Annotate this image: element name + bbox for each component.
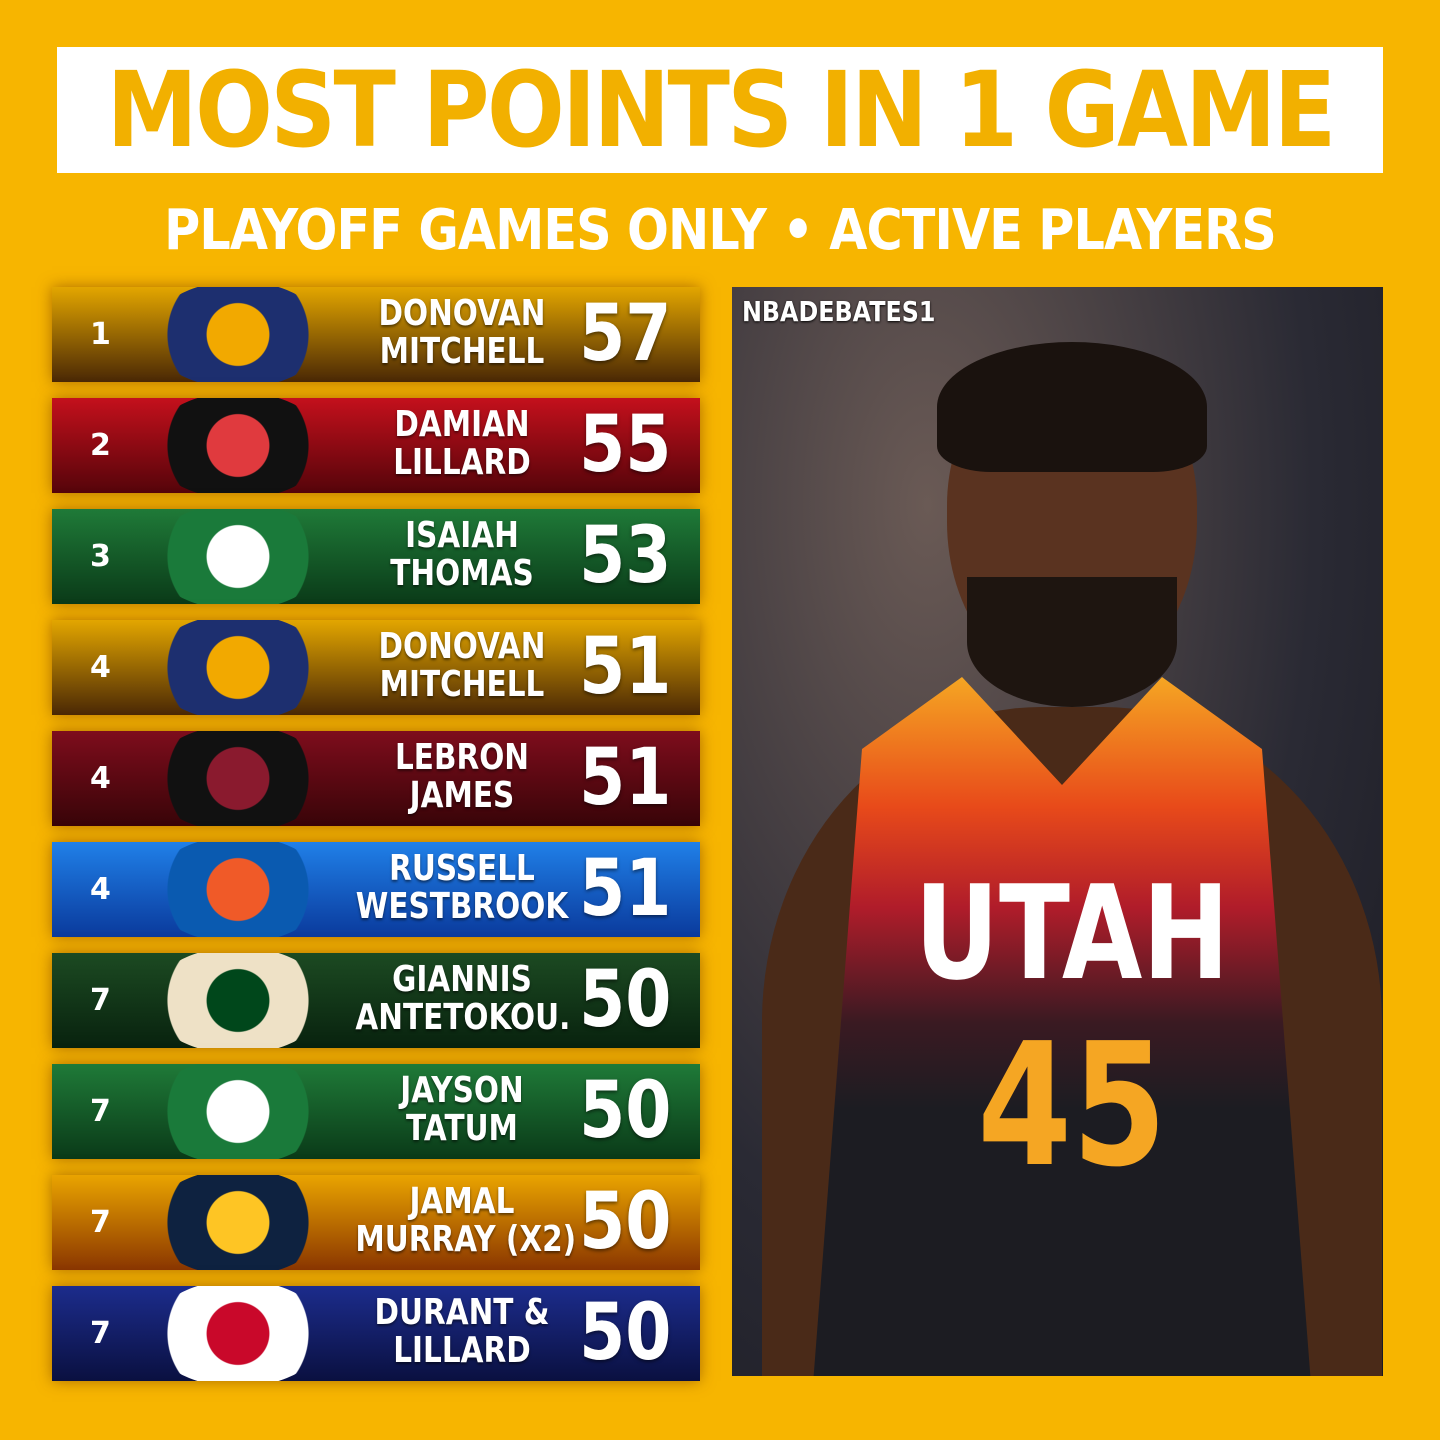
jazz-logo-icon <box>150 620 326 715</box>
player-name-line1: DURANT & <box>374 1292 550 1333</box>
points: 50 <box>579 1066 672 1156</box>
player-name-line2: THOMAS <box>390 553 534 594</box>
leaderboard-row: 4 LEBRON JAMES 51 <box>52 731 700 826</box>
player-name-line1: DAMIAN <box>394 404 530 445</box>
thunder-logo-icon <box>150 842 326 937</box>
leaderboard-row: 1 DONOVAN MITCHELL 57 <box>52 287 700 382</box>
player-name-line1: DONOVAN <box>378 626 546 667</box>
player-name: RUSSELL WESTBROOK <box>355 850 568 926</box>
player-name-line1: JAYSON <box>400 1070 524 1111</box>
rank: 7 <box>90 1094 111 1129</box>
player-photo: UTAH 45 NBADEBATES1 <box>732 287 1383 1376</box>
player-name-line2: TATUM <box>406 1108 518 1149</box>
points: 57 <box>579 289 672 379</box>
points: 55 <box>579 400 672 490</box>
player-name: DURANT & LILLARD <box>355 1294 568 1370</box>
player-name-line2: WESTBROOK <box>355 886 569 927</box>
blazers-logo-icon <box>150 398 326 493</box>
player-name: DONOVAN MITCHELL <box>355 295 568 371</box>
player-name: GIANNIS ANTETOKOU. <box>355 959 571 1038</box>
leaderboard-row: 3 ISAIAH THOMAS 53 <box>52 509 700 604</box>
player-name: DONOVAN MITCHELL <box>355 628 568 704</box>
player-name-line1: RUSSELL <box>389 848 535 889</box>
rank: 7 <box>90 1316 111 1351</box>
rank: 1 <box>90 317 111 352</box>
points: 53 <box>579 511 672 601</box>
points: 51 <box>579 622 672 712</box>
player-name: LEBRON JAMES <box>355 739 568 815</box>
leaderboard-row: 2 DAMIAN LILLARD 55 <box>52 398 700 493</box>
leaderboard-row: 7 JAYSON TATUM 50 <box>52 1064 700 1159</box>
player-name: ISAIAH THOMAS <box>355 517 568 593</box>
player-name-line2: MITCHELL <box>379 664 545 705</box>
player-name-line1: JAMAL <box>409 1181 515 1222</box>
bucks-logo-icon <box>150 953 326 1048</box>
leaderboard-row: 7 DURANT & LILLARD 50 <box>52 1286 700 1381</box>
nuggets-logo-icon <box>150 1175 326 1270</box>
cavaliers-logo-icon <box>150 731 326 826</box>
celtics-logo-icon <box>150 509 326 604</box>
title-banner: MOST POINTS IN 1 GAME <box>57 47 1383 173</box>
page-title: MOST POINTS IN 1 GAME <box>106 49 1337 171</box>
player-name-line1: GIANNIS <box>392 959 532 1000</box>
leaderboard-row: 4 RUSSELL WESTBROOK 51 <box>52 842 700 937</box>
points: 50 <box>579 1177 672 1267</box>
leaderboard-row: 7 GIANNIS ANTETOKOU. 50 <box>52 953 700 1048</box>
rank: 4 <box>90 872 111 907</box>
nba-logo-icon <box>150 1286 326 1381</box>
subtitle: PLAYOFF GAMES ONLY • ACTIVE PLAYERS <box>164 198 1277 263</box>
rank: 7 <box>90 1205 111 1240</box>
player-name: JAMAL MURRAY (X2) <box>355 1181 577 1260</box>
player-name-line2: MITCHELL <box>379 331 545 372</box>
points: 50 <box>579 955 672 1045</box>
leaderboard-row: 4 DONOVAN MITCHELL 51 <box>52 620 700 715</box>
player-name-line2: MURRAY (X2) <box>355 1219 577 1260</box>
jersey <box>812 677 1312 1376</box>
player-name-line1: LEBRON <box>394 737 530 778</box>
player-name-line1: DONOVAN <box>378 293 546 334</box>
rank: 3 <box>90 539 111 574</box>
player-hair <box>937 342 1207 472</box>
player-name-line2: LILLARD <box>393 1330 531 1371</box>
player-name: JAYSON TATUM <box>355 1072 568 1148</box>
player-name: DAMIAN LILLARD <box>355 406 568 482</box>
rank: 2 <box>90 428 111 463</box>
rank: 4 <box>90 650 111 685</box>
leaderboard-row: 7 JAMAL MURRAY (X2) 50 <box>52 1175 700 1270</box>
points: 51 <box>579 844 672 934</box>
player-name-line2: ANTETOKOU. <box>355 997 571 1038</box>
celtics-logo-icon <box>150 1064 326 1159</box>
leaderboard: 1 DONOVAN MITCHELL 57 2 DAMIAN LILLARD 55 3 … <box>52 287 700 1397</box>
points: 51 <box>579 733 672 823</box>
player-name-line1: ISAIAH <box>405 515 519 556</box>
player-beard <box>967 577 1177 707</box>
player-name-line2: JAMES <box>409 775 515 816</box>
rank: 4 <box>90 761 111 796</box>
rank: 7 <box>90 983 111 1018</box>
jersey-text: UTAH <box>914 857 1230 1009</box>
points: 50 <box>579 1288 672 1378</box>
watermark: NBADEBATES1 <box>742 295 936 328</box>
jazz-logo-icon <box>150 287 326 382</box>
jersey-number: 45 <box>977 1007 1167 1205</box>
player-name-line2: LILLARD <box>393 442 531 483</box>
